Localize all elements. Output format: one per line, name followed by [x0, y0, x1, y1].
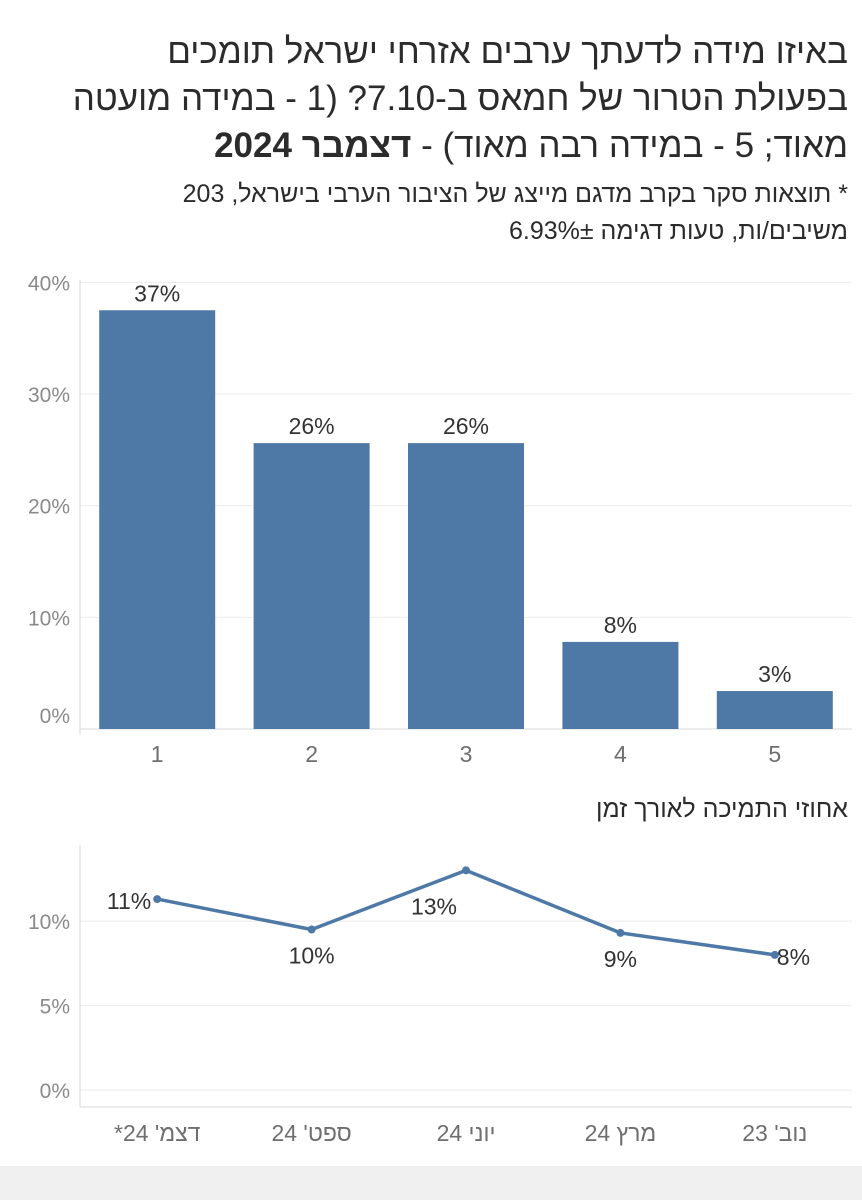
title-date: דצמבר 2024 [214, 126, 412, 165]
title-line-3-text: מאוד; 5 - במידה רבה מאוד) - [411, 126, 848, 165]
footer-bar [0, 1166, 862, 1200]
bar-data-label: 8% [604, 612, 637, 638]
bar-x-tick-label: 3 [460, 741, 473, 767]
series-point [462, 866, 470, 875]
line-y-tick-label: 0% [40, 1080, 70, 1103]
line-x-tick-label: דצמ' 24* [114, 1120, 201, 1146]
line-data-label: 10% [289, 943, 335, 969]
bar-x-tick-label: 5 [768, 741, 781, 767]
line-y-tick-label: 10% [28, 911, 70, 934]
line-y-tick-label: 5% [40, 996, 70, 1019]
bar-y-tick-label: 20% [28, 496, 70, 519]
bar-y-tick-label: 30% [28, 384, 70, 407]
bar [408, 443, 524, 729]
title-line-2: בפעולת הטרור של חמאס ב-7.10? (1 - במידה … [72, 79, 848, 118]
bar [716, 691, 833, 729]
bar-x-tick-label: 4 [614, 741, 627, 767]
chart-title: באיזו מידה לדעתך ערבים אזרחי ישראל תומכי… [18, 28, 848, 169]
subtitle-line-2: משיבים/ות, טעות דגימה 6.93%± [508, 217, 848, 245]
bar-data-label: 37% [134, 280, 180, 306]
bar-x-tick-label: 1 [151, 741, 164, 767]
series-line [156, 868, 776, 957]
bar [99, 310, 216, 729]
line-x-tick-label: נוב' 23 [742, 1120, 807, 1146]
series-point [153, 895, 162, 904]
bar-data-label: 26% [443, 413, 489, 439]
series-point [770, 950, 779, 959]
bar-data-label: 3% [758, 661, 791, 687]
line-x-tick-label: יוני 24 [437, 1120, 496, 1146]
bar [253, 443, 370, 729]
line-x-tick-label: ספט' 24 [271, 1120, 351, 1146]
line-chart-title: אחוזי התמיכה לאורך זמן [596, 795, 848, 823]
line-data-label: 8% [777, 944, 810, 970]
series-point [307, 925, 316, 934]
line-x-tick-label: מרץ 24 [585, 1120, 657, 1146]
bar-y-tick-label: 40% [28, 272, 70, 295]
bar-data-label: 26% [289, 413, 335, 439]
chart-subtitle: * תוצאות סקר בקרב מדגם מייצג של הציבור ה… [18, 176, 848, 250]
bar-y-tick-label: 10% [28, 607, 70, 630]
subtitle-line-1: * תוצאות סקר בקרב מדגם מייצג של הציבור ה… [182, 180, 848, 208]
title-line-3: מאוד; 5 - במידה רבה מאוד) - דצמבר 2024 [18, 122, 848, 169]
bar-y-tick-label: 0% [40, 705, 70, 728]
bar-x-tick-label: 2 [305, 741, 318, 767]
title-line-1: באיזו מידה לדעתך ערבים אזרחי ישראל תומכי… [167, 32, 848, 71]
bar [562, 641, 679, 729]
series-point [616, 928, 625, 937]
line-data-label: 9% [604, 946, 637, 972]
line-data-label: 13% [411, 893, 457, 919]
line-data-label: 11% [107, 888, 151, 914]
